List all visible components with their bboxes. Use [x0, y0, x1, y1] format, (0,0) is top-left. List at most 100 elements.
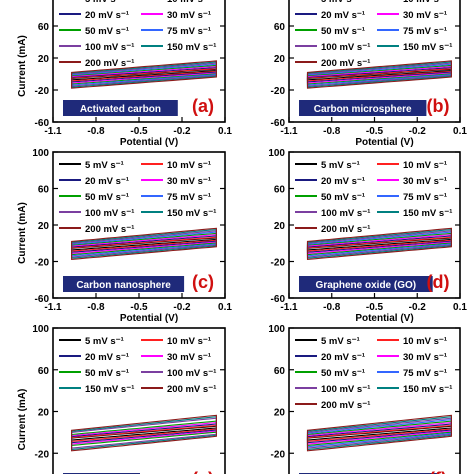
legend-label: 10 mV s⁻¹: [167, 0, 211, 5]
x-axis-label: Potential (V): [355, 137, 413, 148]
legend-label: 200 mV s⁻¹: [321, 58, 370, 69]
y-tick-label: -20: [271, 449, 286, 460]
legend-label: 100 mV s⁻¹: [321, 208, 370, 219]
legend-label: 75 mV s⁻¹: [403, 192, 447, 203]
legend-label: 75 mV s⁻¹: [403, 26, 447, 37]
legend-label: 30 mV s⁻¹: [167, 10, 211, 21]
y-tick-label: -20: [271, 258, 286, 269]
sample-label-box: [299, 100, 427, 116]
cv-panel: 100 60 20 -20 -60-1.1 -0.8 -0.5 -0.2 0.1 Potentia…: [268, 148, 467, 324]
legend-label: 20 mV s⁻¹: [321, 352, 365, 363]
y-tick-label: -20: [35, 86, 50, 97]
x-tick-label: -0.2: [409, 126, 427, 137]
x-tick-label: -0.8: [323, 126, 341, 137]
legend-label: 100 mV s⁻¹: [85, 42, 134, 53]
y-tick-label: -60: [35, 294, 50, 305]
legend-label: 5 mV s⁻¹: [85, 0, 124, 5]
legend-label: 150 mV s⁻¹: [403, 208, 452, 219]
y-tick-label: 100: [268, 148, 285, 159]
panel-tag: (f): [429, 469, 447, 474]
legend-label: 20 mV s⁻¹: [321, 176, 365, 187]
x-tick-label: -1.1: [44, 126, 62, 137]
cv-panel: 60 20 -20 -60-1.1 -0.8 -0.5 -0.2 0.1 Potential (…: [271, 0, 467, 148]
panel-tag: (d): [427, 272, 450, 292]
x-tick-label: 0.1: [218, 126, 232, 137]
x-tick-label: 0.1: [218, 302, 232, 313]
y-tick-label: 20: [38, 408, 50, 419]
cv-loop-9: [306, 414, 452, 452]
x-tick-label: -0.5: [130, 302, 148, 313]
cv-loop-9: [71, 227, 217, 260]
legend-label: 150 mV s⁻¹: [403, 42, 452, 53]
panel-tag: (a): [192, 96, 214, 116]
legend-label: 30 mV s⁻¹: [167, 176, 211, 187]
x-tick-label: -0.2: [173, 126, 191, 137]
legend-label: 50 mV s⁻¹: [321, 192, 365, 203]
legend-label: 5 mV s⁻¹: [321, 336, 360, 347]
sample-label: Graphene oxide (GO): [316, 280, 417, 291]
legend-label: 100 mV s⁻¹: [321, 42, 370, 53]
legend-label: 50 mV s⁻¹: [85, 368, 129, 379]
y-tick-label: 20: [274, 408, 286, 419]
y-tick-label: 100: [32, 148, 49, 159]
legend-label: 10 mV s⁻¹: [403, 0, 447, 5]
legend-label: 200 mV s⁻¹: [85, 224, 134, 235]
legend-label: 150 mV s⁻¹: [167, 42, 216, 53]
y-axis-label: Current (mA): [17, 389, 28, 451]
panel-tag: (e): [192, 469, 214, 474]
x-tick-label: -0.8: [87, 126, 105, 137]
legend-label: 50 mV s⁻¹: [85, 192, 129, 203]
legend-label: 50 mV s⁻¹: [321, 368, 365, 379]
cv-panel: 60 20 -20 -60-1.1 -0.8 -0.5 -0.2 0.1 Potential (…: [17, 0, 232, 148]
cv-loop-9: [306, 227, 452, 260]
x-tick-label: -0.2: [409, 302, 427, 313]
sample-label: Activated carbon: [80, 104, 161, 115]
plot-frame: [288, 327, 461, 474]
x-tick-label: -0.5: [366, 126, 384, 137]
panel-tag: (c): [192, 272, 214, 292]
legend-label: 50 mV s⁻¹: [321, 26, 365, 37]
x-tick-label: -1.1: [44, 302, 62, 313]
plot-frame: [52, 327, 226, 474]
legend-label: 5 mV s⁻¹: [321, 160, 360, 171]
legend-label: 30 mV s⁻¹: [167, 352, 211, 363]
x-tick-label: -1.1: [280, 126, 298, 137]
x-tick-label: -0.5: [130, 126, 148, 137]
legend-label: 50 mV s⁻¹: [85, 26, 129, 37]
y-axis-label: Current (mA): [17, 202, 28, 264]
legend-label: 30 mV s⁻¹: [403, 176, 447, 187]
y-axis-label: Current (mA): [17, 35, 28, 97]
y-tick-label: 20: [38, 221, 50, 232]
legend-label: 200 mV s⁻¹: [85, 58, 134, 69]
cv-panel: 100 60 20 -20 -60-1.1 -0.8 -0.5 -0.2 0.1 Potentia…: [17, 148, 232, 324]
legend-label: 10 mV s⁻¹: [403, 336, 447, 347]
legend-label: 100 mV s⁻¹: [85, 208, 134, 219]
legend-label: 30 mV s⁻¹: [403, 10, 447, 21]
legend-label: 100 mV s⁻¹: [321, 384, 370, 395]
cv-loop-8: [71, 414, 217, 452]
y-tick-label: 20: [274, 221, 286, 232]
cv-panel: 100 60 20 -20 5 mV s⁻¹ 10 mV s⁻¹ 20 mV s⁻¹ 30 m…: [268, 324, 461, 474]
legend-label: 10 mV s⁻¹: [167, 160, 211, 171]
sample-label: Carbon microsphere: [314, 104, 412, 115]
legend-label: 5 mV s⁻¹: [321, 0, 360, 5]
x-tick-label: -0.8: [87, 302, 105, 313]
legend-label: 75 mV s⁻¹: [167, 192, 211, 203]
y-tick-label: 60: [274, 22, 286, 33]
legend-label: 75 mV s⁻¹: [167, 26, 211, 37]
legend-label: 150 mV s⁻¹: [167, 208, 216, 219]
x-tick-label: 0.1: [453, 126, 467, 137]
legend-label: 5 mV s⁻¹: [85, 336, 124, 347]
x-axis-label: Potential (V): [355, 313, 413, 324]
x-tick-label: -0.2: [173, 302, 191, 313]
cv-panel: 100 60 20 -20 Current (mA) 5 mV s⁻¹ 10 mV s⁻¹ 2…: [17, 324, 226, 474]
legend-label: 20 mV s⁻¹: [85, 176, 129, 187]
legend-label: 5 mV s⁻¹: [85, 160, 124, 171]
y-tick-label: 100: [268, 324, 285, 335]
x-tick-label: 0.1: [453, 302, 467, 313]
legend-label: 75 mV s⁻¹: [403, 368, 447, 379]
legend-label: 20 mV s⁻¹: [321, 10, 365, 21]
cv-loop-9: [306, 60, 452, 89]
x-tick-label: -0.5: [366, 302, 384, 313]
